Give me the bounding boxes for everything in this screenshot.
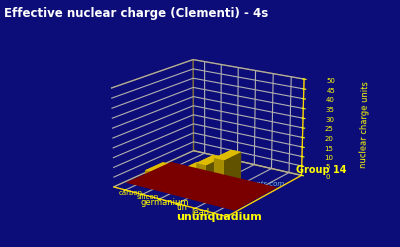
Text: Effective nuclear charge (Clementi) - 4s: Effective nuclear charge (Clementi) - 4s	[4, 7, 268, 21]
